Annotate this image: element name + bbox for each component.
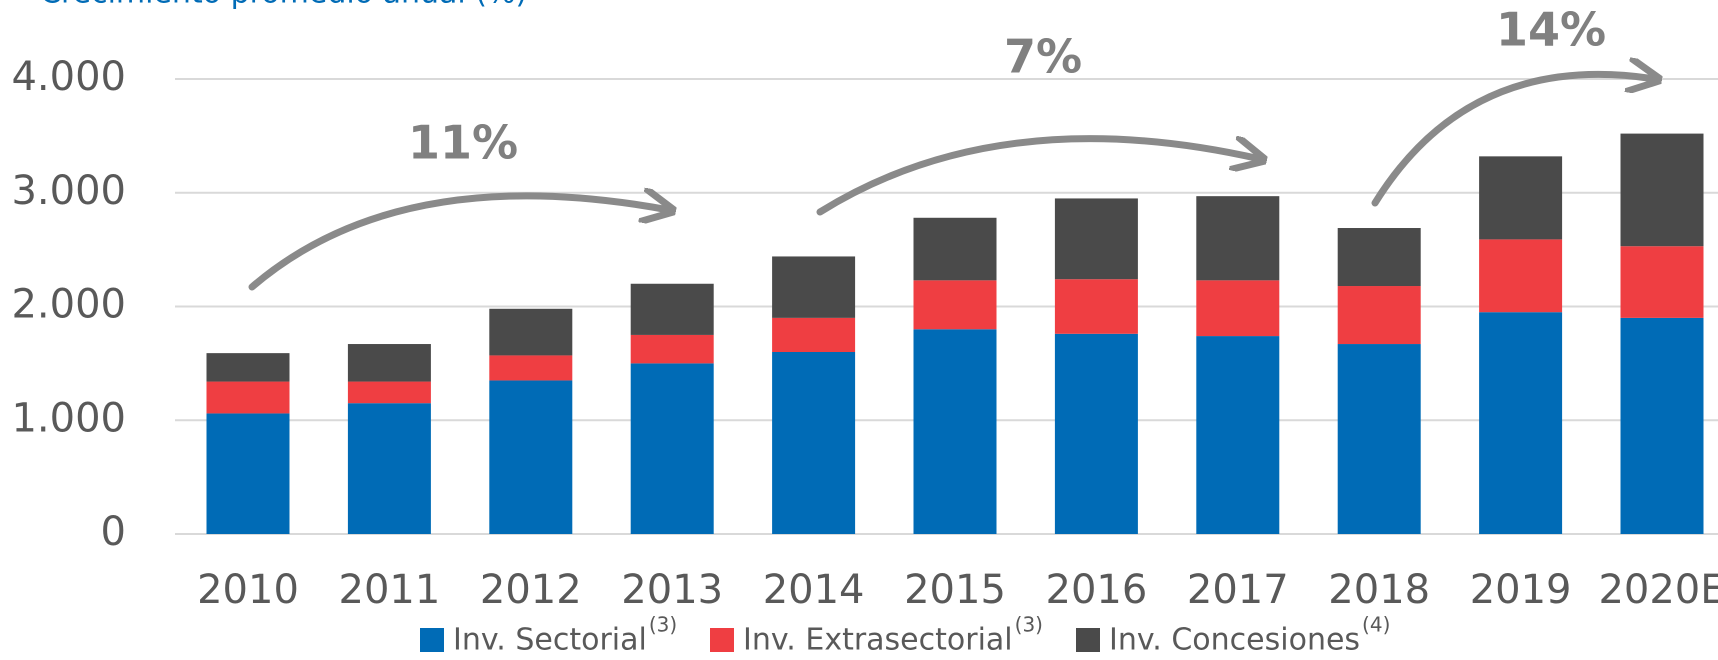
legend-swatch (710, 628, 734, 652)
bar-segment (1054, 279, 1138, 334)
bar-segment (1479, 156, 1563, 240)
legend-label: Inv. Concesiones (1109, 623, 1360, 658)
legend-label: Inv. Extrasectorial (743, 623, 1013, 658)
annotation: 7% (1004, 30, 1082, 84)
bar-segment (1337, 344, 1421, 534)
annotation: 11% (408, 116, 518, 170)
bar-segment (630, 363, 714, 534)
x-tick-label: 2012 (480, 567, 582, 613)
bar-segment (772, 317, 856, 352)
bar-segment (1620, 246, 1704, 318)
y-tick-label: 0 (101, 509, 126, 555)
bar-segment (489, 308, 573, 356)
x-tick-label: 2011 (339, 567, 441, 613)
x-tick-label: 2015 (904, 567, 1006, 613)
legend-label: Inv. Sectorial (453, 623, 647, 658)
bar-segment (489, 380, 573, 534)
bar-segment (1479, 239, 1563, 313)
y-tick-label: 1.000 (11, 395, 126, 441)
bar-segment (1196, 196, 1280, 281)
legend-swatch (1076, 628, 1100, 652)
bar-segment (1337, 228, 1421, 287)
x-tick-label: 2010 (197, 567, 299, 613)
bar-segment (1054, 198, 1138, 280)
x-tick-label: 2019 (1470, 567, 1572, 613)
arrow (1371, 74, 1655, 207)
y-tick-label: 4.000 (11, 54, 126, 100)
legend-swatch (420, 628, 444, 652)
bar-segment (1479, 312, 1563, 534)
bar-segment (630, 334, 714, 364)
x-tick-label: 2016 (1046, 567, 1148, 613)
bar-segment (1196, 280, 1280, 337)
legend-note: (3) (649, 613, 677, 637)
bar-segment (347, 344, 431, 382)
bar-segment (347, 381, 431, 404)
chart-subtitle: Crecimiento promedio anual (%) (40, 0, 527, 11)
y-tick-label: 3.000 (11, 168, 126, 214)
bar-segment (1620, 133, 1704, 247)
bar-segment (206, 353, 290, 382)
bar-segment (913, 329, 997, 534)
bar-segment (1337, 286, 1421, 345)
bar-segment (913, 217, 997, 281)
bar-segment (489, 355, 573, 381)
bar-segment (1196, 336, 1280, 534)
x-tick-label: 2018 (1328, 567, 1430, 613)
bar-segment (913, 280, 997, 330)
x-tick-label: 2014 (763, 567, 865, 613)
x-tick-label: 2020E (1598, 567, 1718, 613)
x-tick-label: 2013 (621, 567, 723, 613)
legend-note: (4) (1362, 613, 1390, 637)
annotation: 14% (1496, 3, 1606, 57)
arrows (248, 74, 1655, 291)
bar-segment (206, 381, 290, 414)
arrow (816, 135, 1260, 216)
bar-segment (1620, 317, 1704, 534)
bar-segment (772, 352, 856, 534)
bar-segment (630, 283, 714, 335)
bar-segment (1054, 333, 1138, 534)
bar-segment (347, 403, 431, 534)
bar-segment (206, 413, 290, 534)
legend-note: (3) (1015, 613, 1043, 637)
y-tick-label: 2.000 (11, 282, 126, 328)
x-tick-label: 2017 (1187, 567, 1289, 613)
bar-segment (772, 256, 856, 318)
arrow (248, 196, 669, 291)
